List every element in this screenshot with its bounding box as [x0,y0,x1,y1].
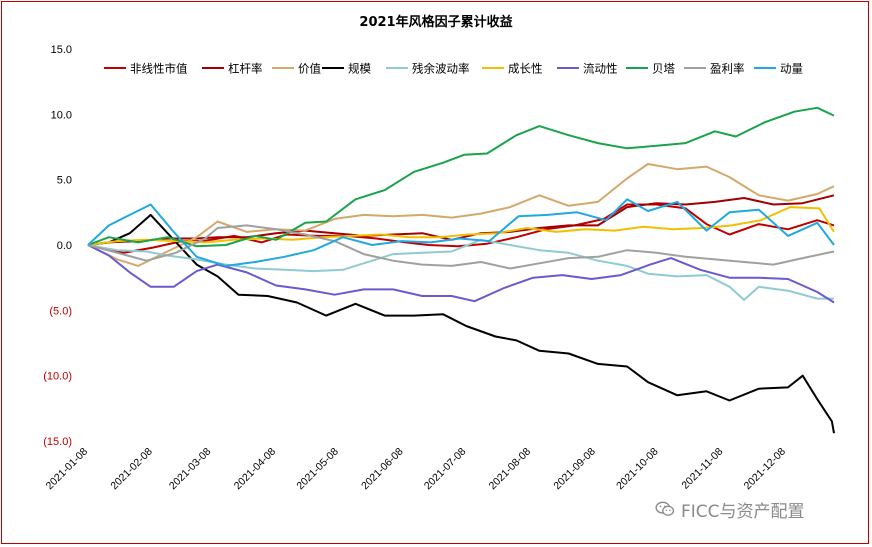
series-line [87,206,835,246]
legend-label: 残余波动率 [412,62,470,76]
x-tick-label: 2021-03-08 [167,446,214,493]
legend-label: 成长性 [508,62,543,76]
legend-label: 流动性 [583,62,618,76]
x-tick-label: 2021-01-08 [44,446,91,493]
y-tick-label: 5.0 [57,175,72,187]
x-tick-label: 2021-12-08 [742,446,789,493]
series-line [87,224,835,270]
y-tick-label: (5.0) [49,305,72,317]
y-tick-label: 10.0 [51,109,72,121]
legend-label: 贝塔 [652,62,675,76]
x-tick-label: 2021-07-08 [422,446,469,493]
y-tick-label: 15.0 [51,44,72,56]
wechat-icon [655,501,675,516]
legend-label: 动量 [780,62,803,76]
legend-label: 杠杆率 [228,62,263,76]
series-line [87,163,835,267]
series-lines [87,106,835,434]
legend: 非线性市值 杠杆率 价值 规模 残余波动率 成长性 流动性 贝塔 盈利率 动量 [104,62,803,76]
series-line [87,194,835,246]
chart-title: 2021年风格因子累计收益 [359,15,513,30]
series-line [87,106,835,248]
y-tick-label: (15.0) [43,436,72,448]
legend-label: 价值 [298,62,321,76]
series-line [87,213,835,434]
y-tick-label: 0.0 [57,240,72,252]
legend-label: 非线性市值 [130,62,188,76]
x-tick-label: 2021-05-08 [294,446,341,493]
x-tick-label: 2021-06-08 [359,446,406,493]
x-tick-label: 2021-09-08 [551,446,598,493]
legend-label: 规模 [348,62,371,76]
x-axis: 2021-01-08 2021-02-08 2021-03-08 2021-04-08… [44,446,789,493]
y-axis: 15.0 10.0 5.0 0.0 (5.0) (10.0) (15.0) [43,44,72,448]
series-line [87,244,835,304]
watermark-text: FICC与资产配置 [681,501,805,522]
x-tick-label: 2021-08-08 [487,446,534,493]
x-tick-label: 2021-02-08 [108,446,155,493]
x-tick-label: 2021-11-08 [679,446,725,492]
watermark: FICC与资产配置 [655,497,805,522]
x-tick-label: 2021-04-08 [232,446,279,493]
y-tick-label: (10.0) [43,371,72,383]
series-line [87,198,835,267]
legend-label: 盈利率 [710,62,745,76]
x-tick-label: 2021-10-08 [614,446,661,493]
